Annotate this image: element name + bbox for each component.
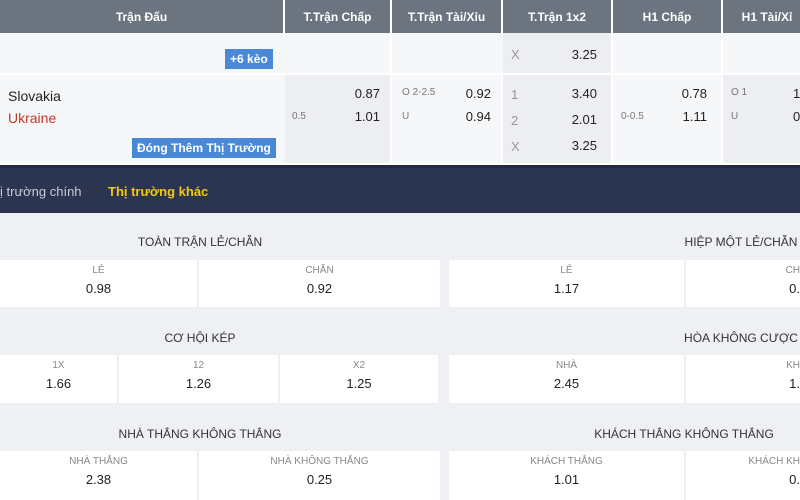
odd-label: KHÁCH THẮNG [530,456,603,467]
col-ft-handicap: T.Trận Chấp [285,0,392,33]
odd-value[interactable]: 1.11 [682,109,707,124]
outcome-label: X [511,139,520,154]
odd-value[interactable]: 0.87 [354,86,380,101]
ou-line: O 1 [731,87,748,98]
section-title: HIỆP MỘT LẺ/CHẴN [684,235,798,249]
odd-cell[interactable]: CHẴN 0.92 [199,260,440,307]
odd-value: 1.25 [346,376,372,391]
odd-cell[interactable]: KHÁCH KH 0. [686,451,800,500]
odd-cell[interactable]: X2 1.25 [280,355,438,403]
section-title: HÒA KHÔNG CƯỢC [684,331,798,345]
odd-label: X2 [352,360,366,371]
table-row: Slovakia Ukraine Đóng Thêm Thị Trường 0.… [0,75,800,165]
market-tabs: ị trường chính Thị trường khác [0,165,800,213]
odd-value[interactable]: 1.01 [354,109,380,124]
odd-label: CHẴN [305,265,334,276]
odd-cell[interactable]: KHÁCH THẮNG 1.01 [449,451,684,500]
odd-label: LẺ [560,265,573,276]
odd-cell[interactable]: NHÀ KHÔNG THẮNG 0.25 [199,451,440,500]
odd-cell[interactable]: 12 1.26 [119,355,278,403]
odd-label: NHÀ THẮNG [69,456,128,467]
outcome-label: 2 [511,113,519,128]
ou-line: O 2-2.5 [402,87,436,98]
tab-main-markets[interactable]: ị trường chính [0,184,82,199]
ou-line: U [731,111,739,122]
odd-label: 12 [192,360,205,371]
col-match: Trận Đấu [0,0,285,33]
col-h1-ou: H1 Tài/Xỉ [723,0,800,33]
col-ft-ou: T.Trận Tài/Xỉu [392,0,503,33]
odd-value[interactable]: 1 [793,86,800,101]
odd-value[interactable]: 0 [793,109,800,124]
odd-value: 2.45 [553,376,580,391]
odd-value: 0.25 [306,472,333,487]
odd-value: 0. [789,281,800,296]
odd-value: 1.17 [553,281,580,296]
odd-value[interactable]: 3.40 [571,86,597,101]
handicap-line: 0-0.5 [621,111,644,122]
odd-cell[interactable]: CH 0. [686,260,800,307]
odd-label: KH [786,360,800,371]
odd-value: 1.66 [45,376,72,391]
tab-other-markets[interactable]: Thị trường khác [108,184,209,199]
section-title: KHÁCH THẮNG KHÔNG THẮNG [594,427,774,441]
more-markets-button[interactable]: +6 kèo [225,49,273,69]
away-team: Ukraine [8,110,57,126]
outcome-label: X [511,47,520,62]
odd-cell[interactable]: LẺ 1.17 [449,260,684,307]
table-row: X 3.25 +6 kèo [0,33,800,75]
odd-value[interactable]: 0.94 [465,109,491,124]
odd-value: 1.26 [185,376,212,391]
odd-value[interactable]: 0.92 [465,86,491,101]
odd-value[interactable]: 2.01 [571,112,597,127]
outcome-label: 1 [511,87,519,102]
collapse-markets-button[interactable]: Đóng Thêm Thị Trường [132,138,276,158]
section-title: TOÀN TRẬN LẺ/CHẴN [137,235,263,249]
odd-label: 1X [52,360,65,371]
odd-value: 0. [789,472,800,487]
odd-value: 0.92 [306,281,333,296]
odd-cell[interactable]: NHÀ 2.45 [449,355,684,403]
handicap-line: 0.5 [292,111,306,122]
home-team: Slovakia [8,88,61,104]
odd-cell[interactable]: KH 1. [686,355,800,403]
odd-value: 1. [789,376,800,391]
odd-value[interactable]: 3.25 [571,138,597,153]
col-ft-1x2: T.Trận 1x2 [503,0,613,33]
section-title: NHÀ THẮNG KHÔNG THẮNG [118,427,282,441]
odd-value: 2.38 [85,472,112,487]
col-h1-handicap: H1 Chấp [613,0,723,33]
odd-label: CH [785,265,800,276]
section-title: CƠ HỘI KÉP [164,331,236,345]
odd-cell[interactable]: LẺ 0.98 [0,260,197,307]
table-header: Trận Đấu T.Trận Chấp T.Trận Tài/Xỉu T.Tr… [0,0,800,33]
odd-label: LẺ [92,265,105,276]
odd-value[interactable]: 0.78 [681,86,707,101]
ou-line: U [402,111,410,122]
odd-cell[interactable]: 1X 1.66 [0,355,117,403]
odd-cell[interactable]: NHÀ THẮNG 2.38 [0,451,197,500]
odd-label: NHÀ KHÔNG THẮNG [270,456,369,467]
odd-label: KHÁCH KH [748,456,800,467]
odd-value: 0.98 [85,281,112,296]
odd-value: 1.01 [553,472,580,487]
odd-value[interactable]: 3.25 [571,47,597,62]
odd-label: NHÀ [555,360,578,371]
